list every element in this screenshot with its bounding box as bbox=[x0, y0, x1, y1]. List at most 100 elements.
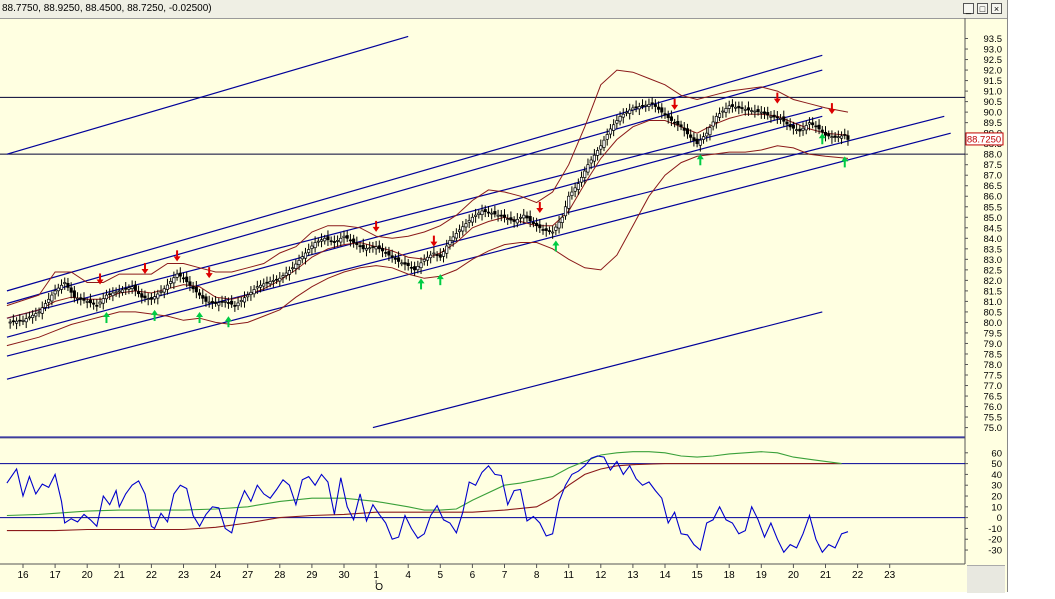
candle-body bbox=[88, 299, 92, 304]
candlestick bbox=[342, 230, 346, 244]
candlestick bbox=[464, 218, 468, 233]
osc-y-tick-label: 40 bbox=[991, 470, 1002, 481]
candlestick bbox=[406, 259, 410, 271]
candle-body bbox=[509, 217, 513, 221]
candlestick bbox=[743, 105, 747, 116]
candle-body bbox=[740, 107, 744, 109]
candle-body bbox=[557, 221, 561, 229]
candlestick bbox=[284, 266, 288, 280]
candle-body bbox=[628, 109, 632, 114]
candlestick bbox=[695, 134, 699, 148]
candlestick bbox=[374, 240, 378, 255]
candlestick bbox=[823, 126, 828, 142]
candle-body bbox=[201, 295, 205, 299]
candle-body bbox=[583, 170, 587, 178]
candlestick bbox=[557, 215, 561, 234]
candlestick bbox=[570, 186, 574, 200]
candlestick bbox=[586, 158, 590, 176]
candlestick bbox=[554, 223, 558, 235]
restore-button[interactable]: □ bbox=[977, 3, 988, 14]
candle-body bbox=[714, 115, 718, 123]
candle-body bbox=[146, 298, 150, 300]
candlestick bbox=[750, 107, 754, 115]
candle-body bbox=[750, 110, 754, 112]
candlestick bbox=[262, 278, 266, 292]
oscillator-fast-line bbox=[6, 455, 849, 554]
sell-signal-arrow bbox=[96, 273, 104, 285]
x-tick-label: 13 bbox=[627, 570, 639, 581]
price-y-tick-label: 79.5 bbox=[984, 328, 1003, 339]
candlestick bbox=[111, 287, 115, 302]
candlestick bbox=[602, 135, 606, 152]
candle-body bbox=[98, 301, 102, 305]
candle-body bbox=[538, 224, 542, 229]
candle-body bbox=[181, 277, 186, 280]
candle-body bbox=[692, 137, 696, 141]
candlestick bbox=[43, 299, 48, 312]
candle-body bbox=[8, 321, 12, 324]
candle-body bbox=[666, 114, 670, 119]
candle-body bbox=[785, 121, 789, 125]
candle-body bbox=[393, 257, 397, 260]
candlestick bbox=[400, 259, 404, 267]
candle-body bbox=[576, 183, 580, 190]
candle-body bbox=[76, 297, 80, 300]
price-y-tick-label: 84.0 bbox=[984, 234, 1003, 245]
candle-body bbox=[194, 286, 198, 293]
sell-signal-arrow bbox=[205, 267, 213, 279]
candle-body bbox=[724, 108, 728, 113]
candle-body bbox=[743, 108, 747, 111]
candle-body bbox=[737, 105, 741, 109]
close-button[interactable]: × bbox=[991, 3, 1002, 14]
candle-body bbox=[474, 214, 478, 217]
candlestick bbox=[560, 213, 564, 229]
price-y-tick-label: 87.5 bbox=[984, 160, 1003, 171]
candlestick bbox=[140, 288, 144, 304]
candlestick bbox=[676, 115, 680, 131]
candlestick bbox=[634, 100, 638, 113]
candle-body bbox=[239, 300, 243, 303]
channel-line bbox=[6, 69, 823, 305]
candle-body bbox=[718, 113, 722, 118]
sell-signal-arrow bbox=[536, 201, 544, 213]
candle-body bbox=[615, 120, 619, 124]
chart-canvas[interactable]: 93.593.092.592.091.591.090.590.089.589.0… bbox=[0, 18, 1007, 592]
channel-line bbox=[372, 311, 823, 429]
candlestick bbox=[470, 213, 474, 227]
candlestick bbox=[275, 275, 279, 284]
osc-y-tick-label: 10 bbox=[991, 502, 1002, 513]
candlestick bbox=[226, 297, 230, 309]
x-tick-label: 30 bbox=[338, 570, 350, 581]
candle-body bbox=[454, 233, 458, 239]
candlestick bbox=[307, 243, 311, 256]
x-tick-label: 27 bbox=[242, 570, 254, 581]
candle-body bbox=[178, 272, 182, 277]
candle-body bbox=[496, 214, 500, 217]
minimize-button[interactable]: _ bbox=[963, 3, 974, 14]
upper-bollinger-band bbox=[6, 69, 849, 307]
candle-body bbox=[236, 302, 240, 307]
candle-body bbox=[127, 287, 131, 290]
candlestick bbox=[525, 211, 529, 223]
candlestick bbox=[82, 292, 86, 304]
candlestick bbox=[31, 310, 35, 324]
oscillator-pane bbox=[0, 451, 965, 554]
candle-body bbox=[242, 297, 247, 303]
candlestick bbox=[85, 298, 89, 309]
candle-body bbox=[685, 128, 690, 135]
buy-signal-arrow-head bbox=[151, 309, 159, 315]
scrollbar-corner[interactable] bbox=[967, 565, 1005, 593]
candlestick bbox=[294, 259, 298, 275]
x-tick-label: 18 bbox=[724, 570, 736, 581]
candle-body bbox=[223, 301, 227, 303]
candlestick bbox=[531, 217, 535, 228]
candle-body bbox=[268, 281, 272, 285]
candlestick bbox=[156, 289, 160, 305]
x-tick-label: 7 bbox=[502, 570, 508, 581]
candle-body bbox=[56, 287, 60, 292]
candle-body bbox=[429, 254, 433, 259]
candle-body bbox=[586, 164, 590, 173]
candle-body bbox=[663, 113, 667, 116]
candlestick bbox=[358, 242, 362, 253]
candlestick bbox=[371, 241, 375, 253]
